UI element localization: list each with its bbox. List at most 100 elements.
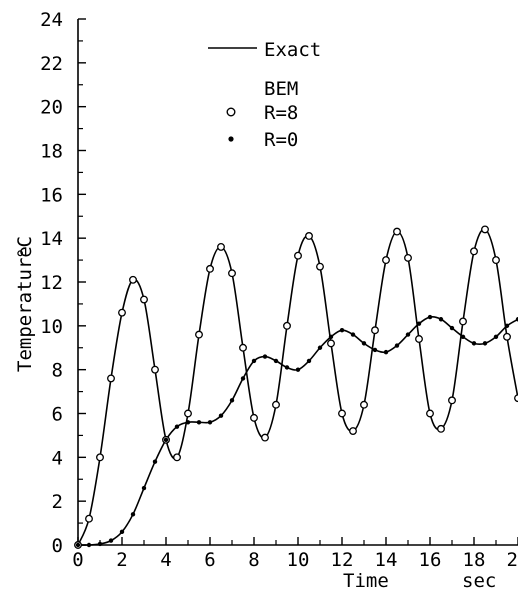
- r8-point: [129, 275, 137, 284]
- r0-point: [218, 413, 224, 418]
- r0-point: [251, 358, 257, 364]
- r0-point: [141, 485, 147, 491]
- y-tick-label: 20: [40, 97, 63, 119]
- r8-point: [338, 409, 346, 418]
- r8-point: [459, 317, 467, 326]
- exact-curves: [77, 228, 518, 546]
- r0-point: [295, 367, 301, 372]
- r8-point: [349, 427, 357, 435]
- r0-point: [229, 398, 235, 403]
- r8-point: [206, 264, 214, 273]
- r0-point: [163, 437, 169, 442]
- r8-point: [250, 413, 258, 422]
- r8-point: [217, 242, 225, 251]
- r8-point: [272, 400, 280, 409]
- r0-point: [383, 349, 389, 355]
- y-tick-label: 6: [52, 404, 63, 426]
- x-tick-label: 20: [507, 549, 518, 571]
- exact-curve-r0: [77, 316, 518, 546]
- r8-point: [371, 326, 379, 335]
- r0-point: [185, 420, 191, 425]
- y-tick-label: 0: [52, 535, 63, 557]
- r8-point: [140, 295, 148, 304]
- x-tick-label: 16: [419, 549, 442, 571]
- r0-point: [119, 529, 125, 535]
- r0-point: [493, 334, 499, 339]
- r8-point: [107, 374, 115, 383]
- r8-point: [415, 335, 423, 343]
- legend-r8-label: R=8: [264, 102, 298, 124]
- x-axis-ticks: 0 2 4 6 8 10 12 14 16 18 20: [72, 537, 518, 571]
- r8-point: [503, 332, 511, 341]
- r0-point: [515, 317, 518, 322]
- r8-point: [151, 365, 159, 374]
- r8-point: [173, 453, 181, 462]
- r0-point: [405, 332, 411, 337]
- r0-point: [394, 343, 400, 348]
- r0-point: [416, 321, 422, 326]
- r8-point: [96, 453, 104, 462]
- r0-point: [504, 323, 510, 329]
- y-tick-label: 18: [40, 141, 63, 163]
- y-tick-label: 24: [40, 9, 63, 31]
- y-tick-label: 12: [40, 272, 63, 294]
- r0-point: [240, 376, 246, 381]
- r0-point: [460, 334, 466, 339]
- y-tick-label: 10: [40, 316, 63, 338]
- r0-point: [152, 459, 158, 464]
- r8-point: [404, 253, 412, 262]
- r0-point: [361, 341, 367, 346]
- y-tick-label: 4: [52, 447, 63, 469]
- r8-point: [195, 330, 203, 339]
- r8-point: [327, 339, 335, 348]
- x-tick-label: 18: [463, 549, 486, 571]
- y-tick-label: 16: [40, 184, 63, 206]
- x-tick-label: 14: [375, 549, 398, 571]
- y-tick-label: 2: [52, 491, 63, 513]
- r0-point: [372, 347, 378, 353]
- bem-markers: [74, 225, 518, 549]
- r0-point: [196, 420, 202, 425]
- r8-point: [118, 308, 126, 317]
- r0-point: [97, 541, 103, 547]
- r8-point: [393, 227, 401, 236]
- r0-point: [75, 542, 81, 548]
- r0-point: [306, 358, 312, 364]
- r0-point: [471, 341, 477, 346]
- r8-point: [239, 343, 247, 352]
- r8-point: [360, 400, 368, 409]
- legend-r8-marker: [226, 107, 236, 117]
- legend-exact-label: Exact: [264, 39, 321, 61]
- r8-point: [184, 409, 192, 418]
- x-tick-label: 0: [72, 549, 83, 571]
- r8-point: [514, 394, 518, 403]
- r8-point: [228, 269, 236, 278]
- x-axis-unit: sec: [462, 570, 496, 592]
- r0-point: [174, 424, 180, 429]
- r0-point: [350, 332, 356, 337]
- r0-point: [438, 317, 444, 322]
- r0-point: [328, 334, 334, 339]
- r8-point: [492, 256, 500, 265]
- r8-point: [283, 321, 291, 330]
- r0-point: [449, 325, 455, 331]
- r8-point: [470, 247, 478, 256]
- x-tick-label: 2: [116, 549, 127, 571]
- x-tick-label: 10: [287, 549, 310, 571]
- r8-point: [316, 262, 324, 271]
- r0-point: [262, 354, 268, 359]
- r8-point: [426, 409, 434, 418]
- y-axis-unit: °C: [14, 236, 36, 259]
- legend-r0-marker: [228, 136, 234, 142]
- r0-point: [108, 538, 114, 543]
- y-tick-label: 22: [40, 53, 63, 75]
- r8-point: [305, 232, 313, 240]
- r0-point: [130, 512, 136, 517]
- r0-point: [273, 358, 279, 364]
- x-tick-label: 4: [160, 549, 171, 571]
- legend-r0-label: R=0: [264, 129, 298, 151]
- r8-point: [437, 424, 445, 433]
- legend-bem-label: BEM: [264, 78, 298, 100]
